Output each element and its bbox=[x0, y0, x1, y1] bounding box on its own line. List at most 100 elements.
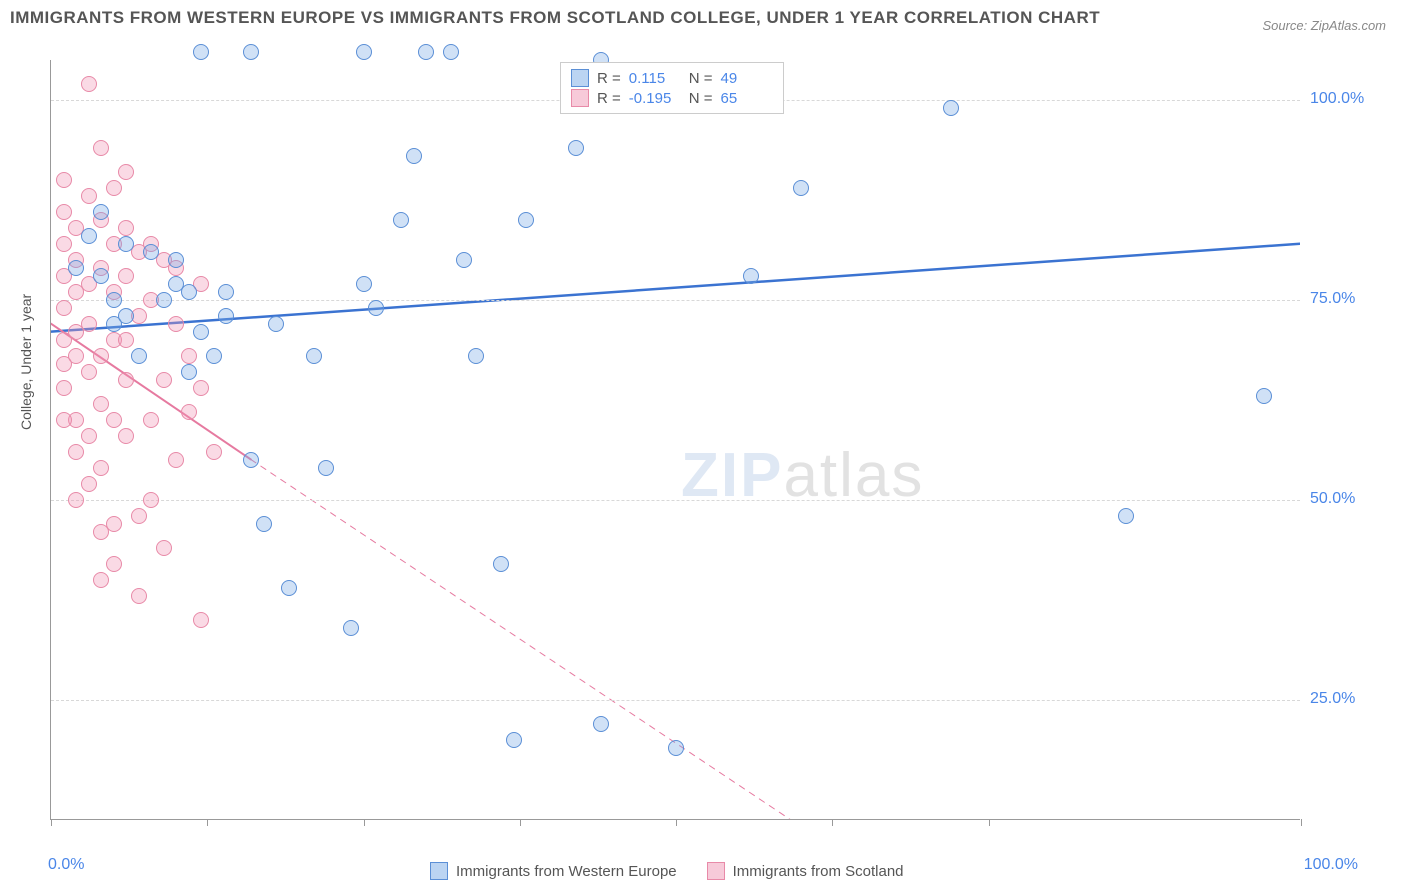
scatter-point-blue bbox=[168, 252, 184, 268]
scatter-point-blue bbox=[181, 364, 197, 380]
scatter-point-pink bbox=[56, 300, 72, 316]
scatter-point-pink bbox=[81, 428, 97, 444]
scatter-point-blue bbox=[668, 740, 684, 756]
scatter-point-pink bbox=[81, 476, 97, 492]
scatter-point-pink bbox=[168, 452, 184, 468]
scatter-point-pink bbox=[56, 380, 72, 396]
r-label: R = bbox=[597, 70, 621, 87]
legend-row-pink: R = -0.195 N = 65 bbox=[571, 89, 773, 107]
scatter-point-pink bbox=[118, 428, 134, 444]
scatter-point-blue bbox=[243, 452, 259, 468]
swatch-pink-icon bbox=[707, 862, 725, 880]
swatch-blue-icon bbox=[430, 862, 448, 880]
x-tick bbox=[1301, 819, 1302, 826]
legend-correlation: R = 0.115 N = 49 R = -0.195 N = 65 bbox=[560, 62, 784, 114]
scatter-point-pink bbox=[131, 508, 147, 524]
scatter-point-blue bbox=[93, 204, 109, 220]
scatter-point-pink bbox=[68, 492, 84, 508]
scatter-point-pink bbox=[181, 404, 197, 420]
scatter-point-blue bbox=[343, 620, 359, 636]
scatter-point-blue bbox=[193, 324, 209, 340]
scatter-point-blue bbox=[318, 460, 334, 476]
x-tick-min: 0.0% bbox=[48, 856, 84, 874]
scatter-point-blue bbox=[456, 252, 472, 268]
scatter-point-blue bbox=[131, 348, 147, 364]
scatter-point-blue bbox=[743, 268, 759, 284]
trend-line-pink-dashed bbox=[251, 459, 826, 819]
n-value-pink: 65 bbox=[721, 90, 773, 107]
scatter-point-blue bbox=[68, 260, 84, 276]
scatter-point-blue bbox=[593, 716, 609, 732]
scatter-point-pink bbox=[56, 236, 72, 252]
scatter-point-pink bbox=[93, 460, 109, 476]
scatter-point-pink bbox=[118, 332, 134, 348]
scatter-point-blue bbox=[518, 212, 534, 228]
source-label: Source: ZipAtlas.com bbox=[1262, 18, 1386, 33]
scatter-point-pink bbox=[193, 612, 209, 628]
scatter-point-blue bbox=[1118, 508, 1134, 524]
gridline-h bbox=[51, 500, 1300, 501]
y-axis-label: College, Under 1 year bbox=[18, 294, 34, 430]
scatter-point-blue bbox=[568, 140, 584, 156]
gridline-h bbox=[51, 300, 1300, 301]
y-tick-label: 50.0% bbox=[1310, 490, 1355, 508]
scatter-point-blue bbox=[268, 316, 284, 332]
scatter-point-pink bbox=[106, 516, 122, 532]
scatter-point-pink bbox=[156, 540, 172, 556]
scatter-point-blue bbox=[206, 348, 222, 364]
r-label: R = bbox=[597, 90, 621, 107]
scatter-point-pink bbox=[56, 172, 72, 188]
legend-label-pink: Immigrants from Scotland bbox=[733, 863, 904, 880]
x-tick bbox=[207, 819, 208, 826]
scatter-point-blue bbox=[1256, 388, 1272, 404]
x-tick bbox=[832, 819, 833, 826]
scatter-point-blue bbox=[406, 148, 422, 164]
x-tick-max: 100.0% bbox=[1304, 856, 1358, 874]
scatter-point-pink bbox=[68, 324, 84, 340]
r-value-blue: 0.115 bbox=[629, 70, 681, 87]
n-label: N = bbox=[689, 90, 713, 107]
scatter-point-pink bbox=[106, 556, 122, 572]
scatter-point-pink bbox=[56, 412, 72, 428]
n-label: N = bbox=[689, 70, 713, 87]
y-tick-label: 75.0% bbox=[1310, 290, 1355, 308]
scatter-point-pink bbox=[81, 188, 97, 204]
gridline-h bbox=[51, 700, 1300, 701]
plot-area: ZIPatlas bbox=[50, 60, 1300, 820]
scatter-point-blue bbox=[118, 236, 134, 252]
scatter-point-blue bbox=[143, 244, 159, 260]
scatter-point-pink bbox=[56, 356, 72, 372]
scatter-point-pink bbox=[93, 572, 109, 588]
scatter-point-blue bbox=[81, 228, 97, 244]
scatter-point-pink bbox=[81, 76, 97, 92]
scatter-point-pink bbox=[118, 220, 134, 236]
scatter-point-pink bbox=[106, 180, 122, 196]
scatter-point-blue bbox=[443, 44, 459, 60]
swatch-pink-icon bbox=[571, 89, 589, 107]
scatter-point-pink bbox=[143, 412, 159, 428]
scatter-point-pink bbox=[181, 348, 197, 364]
scatter-point-blue bbox=[193, 44, 209, 60]
scatter-point-blue bbox=[393, 212, 409, 228]
scatter-point-blue bbox=[93, 268, 109, 284]
scatter-point-blue bbox=[306, 348, 322, 364]
legend-series: Immigrants from Western Europe Immigrant… bbox=[430, 862, 904, 880]
r-value-pink: -0.195 bbox=[629, 90, 681, 107]
scatter-point-pink bbox=[156, 372, 172, 388]
y-tick-label: 100.0% bbox=[1310, 90, 1364, 108]
scatter-point-blue bbox=[368, 300, 384, 316]
legend-item-blue: Immigrants from Western Europe bbox=[430, 862, 677, 880]
scatter-point-pink bbox=[193, 380, 209, 396]
scatter-point-pink bbox=[56, 204, 72, 220]
scatter-point-pink bbox=[131, 588, 147, 604]
scatter-point-blue bbox=[356, 44, 372, 60]
x-tick bbox=[989, 819, 990, 826]
scatter-point-blue bbox=[156, 292, 172, 308]
scatter-point-blue bbox=[493, 556, 509, 572]
scatter-point-pink bbox=[118, 268, 134, 284]
scatter-point-pink bbox=[93, 140, 109, 156]
scatter-point-pink bbox=[206, 444, 222, 460]
x-tick bbox=[364, 819, 365, 826]
scatter-point-blue bbox=[218, 308, 234, 324]
scatter-point-pink bbox=[93, 396, 109, 412]
